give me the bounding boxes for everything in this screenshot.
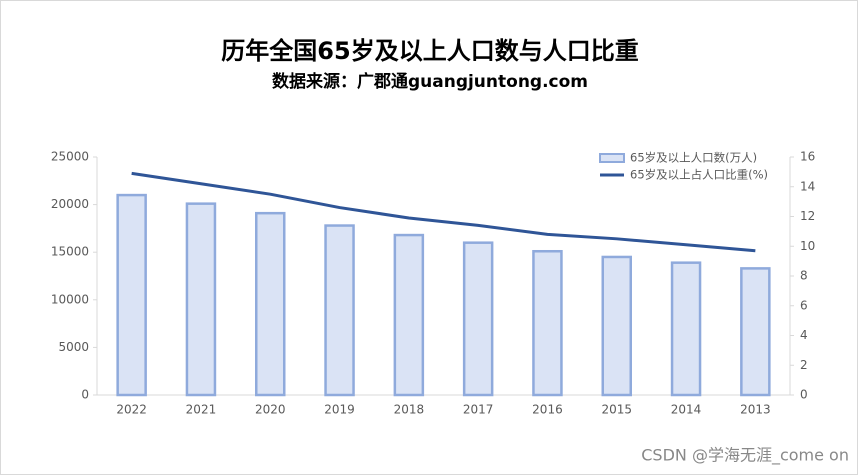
x-tick-label: 2022 [116,403,147,417]
y-tick-label: 15000 [51,245,89,259]
x-tick-label: 2017 [463,403,494,417]
y2-tick-label: 16 [800,150,815,164]
y2-tick-label: 10 [800,239,815,253]
bar [185,202,217,397]
y-tick-label: 10000 [51,292,89,306]
bar [601,255,632,397]
x-tick-label: 2021 [186,403,217,417]
x-tick-label: 2015 [601,403,632,417]
y-tick-label: 5000 [58,340,89,354]
y-tick-label: 0 [81,388,89,402]
chart-subtitle: 数据来源：广郡通guangjuntong.com [272,71,588,92]
x-tick-label: 2016 [532,403,563,417]
x-tick-label: 2013 [740,403,771,417]
watermark: CSDN @学海无涯_come on [641,446,849,466]
x-tick-label: 2014 [671,403,702,417]
y-tick-label: 25000 [51,150,89,164]
bar [116,193,147,397]
y2-tick-label: 12 [800,209,815,223]
bar [462,241,494,397]
bar [670,261,702,397]
legend-label: 65岁及以上人口数(万人) [630,151,757,165]
bar [532,249,563,397]
y2-tick-label: 4 [800,328,808,342]
bar [324,224,355,397]
y2-tick-label: 2 [800,358,808,372]
bar [740,267,771,397]
y2-tick-label: 0 [800,388,808,402]
x-tick-label: 2020 [255,403,286,417]
y2-tick-label: 14 [800,179,815,193]
bar [255,211,286,397]
y2-tick-label: 6 [800,298,808,312]
x-tick-label: 2019 [324,403,355,417]
y2-tick-label: 8 [800,269,808,283]
bar [393,233,425,397]
legend-label: 65岁及以上占人口比重(%) [630,168,768,182]
line [131,171,756,253]
chart-title: 历年全国65岁及以上人口数与人口比重 [221,37,638,65]
legend-swatch [599,153,625,163]
y-tick-label: 20000 [51,197,89,211]
x-tick-label: 2018 [394,403,425,417]
